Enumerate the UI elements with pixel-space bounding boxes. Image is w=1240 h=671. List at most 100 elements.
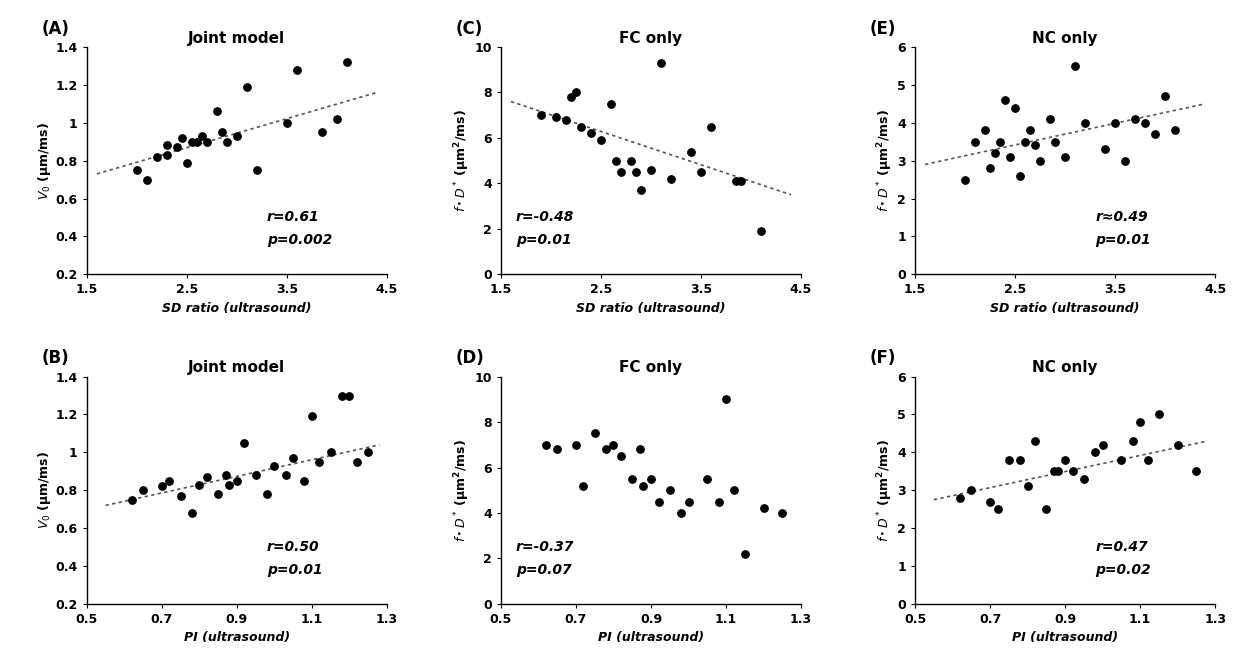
X-axis label: SD ratio (ultrasound): SD ratio (ultrasound): [991, 302, 1140, 315]
Point: [192, 131, 212, 142]
Point: [996, 95, 1016, 105]
Point: [177, 157, 197, 168]
Point: [556, 114, 575, 125]
Point: [1187, 466, 1207, 476]
Point: [751, 225, 771, 236]
Point: [565, 87, 585, 98]
Point: [961, 485, 981, 496]
Point: [197, 136, 217, 147]
Point: [565, 440, 585, 450]
Point: [980, 163, 999, 174]
Point: [606, 155, 626, 166]
Point: [631, 185, 651, 195]
Point: [277, 117, 296, 128]
Point: [641, 164, 661, 175]
Point: [1063, 466, 1083, 476]
Point: [1030, 155, 1050, 166]
Point: [1021, 125, 1040, 136]
Point: [965, 136, 985, 147]
Point: [611, 166, 631, 177]
Point: [247, 165, 267, 176]
Point: [219, 479, 239, 490]
Point: [950, 493, 970, 503]
Point: [1055, 152, 1075, 162]
Point: [1156, 91, 1176, 101]
Point: [1130, 417, 1149, 427]
Text: r=0.61: r=0.61: [267, 210, 320, 224]
Text: p=0.02: p=0.02: [1095, 562, 1151, 576]
Point: [1166, 125, 1185, 136]
Point: [651, 58, 671, 68]
Point: [1138, 454, 1158, 465]
Point: [312, 127, 332, 138]
Point: [980, 497, 999, 507]
Point: [701, 121, 720, 132]
Point: [1075, 117, 1095, 128]
Point: [724, 485, 744, 496]
Point: [1018, 481, 1038, 492]
Point: [327, 113, 347, 124]
Point: [1044, 466, 1064, 476]
Point: [217, 136, 237, 147]
Point: [126, 165, 146, 176]
Point: [153, 481, 172, 492]
Point: [678, 497, 698, 507]
Point: [1025, 140, 1045, 151]
Point: [660, 485, 680, 496]
Point: [671, 507, 691, 518]
Point: [197, 472, 217, 482]
Point: [1040, 113, 1060, 124]
Point: [1011, 170, 1030, 181]
Point: [208, 488, 228, 499]
Point: [294, 475, 314, 486]
Point: [560, 92, 580, 103]
Point: [591, 135, 611, 146]
Text: (C): (C): [456, 20, 484, 38]
Point: [275, 470, 295, 480]
Point: [691, 166, 711, 177]
Point: [732, 176, 751, 187]
Point: [601, 99, 621, 109]
Point: [187, 136, 207, 147]
Point: [622, 474, 642, 484]
Point: [773, 507, 792, 518]
Point: [955, 174, 975, 185]
Point: [1146, 129, 1166, 140]
Text: (E): (E): [870, 20, 897, 38]
Point: [337, 57, 357, 68]
Point: [157, 150, 177, 160]
Point: [1065, 60, 1085, 71]
Point: [157, 140, 177, 151]
Point: [1055, 454, 1075, 465]
Point: [1115, 155, 1135, 166]
Point: [546, 112, 565, 123]
Point: [717, 394, 737, 405]
Point: [641, 474, 661, 484]
Text: p=0.01: p=0.01: [1095, 233, 1151, 247]
Y-axis label: $\mathbf{\mathit{f}\cdot\mathit{D^*}}$ $\mathbf{(\mu m^2/ms)}$: $\mathbf{\mathit{f}\cdot\mathit{D^*}}$ $…: [453, 109, 471, 212]
Text: p=0.01: p=0.01: [516, 233, 572, 247]
Point: [547, 444, 567, 455]
Point: [681, 146, 701, 157]
Point: [975, 125, 994, 136]
Point: [286, 64, 306, 75]
X-axis label: PI (ultrasound): PI (ultrasound): [1012, 631, 1118, 644]
Point: [321, 447, 341, 458]
Y-axis label: $\mathbf{\mathit{f}\cdot\mathit{D^*}}$ $\mathbf{(\mu m^2/ms)}$: $\mathbf{\mathit{f}\cdot\mathit{D^*}}$ $…: [875, 109, 894, 212]
Y-axis label: $\mathbf{\mathit{V_0}}$ $\mathbf{(\mu m/ms)}$: $\mathbf{\mathit{V_0}}$ $\mathbf{(\mu m/…: [36, 121, 53, 200]
Point: [1092, 440, 1112, 450]
Point: [303, 411, 322, 422]
Point: [146, 152, 166, 162]
Point: [207, 106, 227, 117]
Y-axis label: $\mathbf{\mathit{f}\cdot\mathit{D^*}}$ $\mathbf{(\mu m^2/ms)}$: $\mathbf{\mathit{f}\cdot\mathit{D^*}}$ $…: [453, 439, 471, 541]
Text: (D): (D): [456, 350, 485, 368]
Text: r=0.50: r=0.50: [267, 540, 320, 554]
Point: [735, 548, 755, 559]
Point: [611, 451, 631, 462]
Point: [604, 440, 624, 450]
Point: [661, 173, 681, 184]
Text: (F): (F): [870, 350, 897, 368]
Text: r=-0.37: r=-0.37: [516, 540, 574, 554]
Point: [630, 444, 650, 455]
Point: [1168, 440, 1188, 450]
